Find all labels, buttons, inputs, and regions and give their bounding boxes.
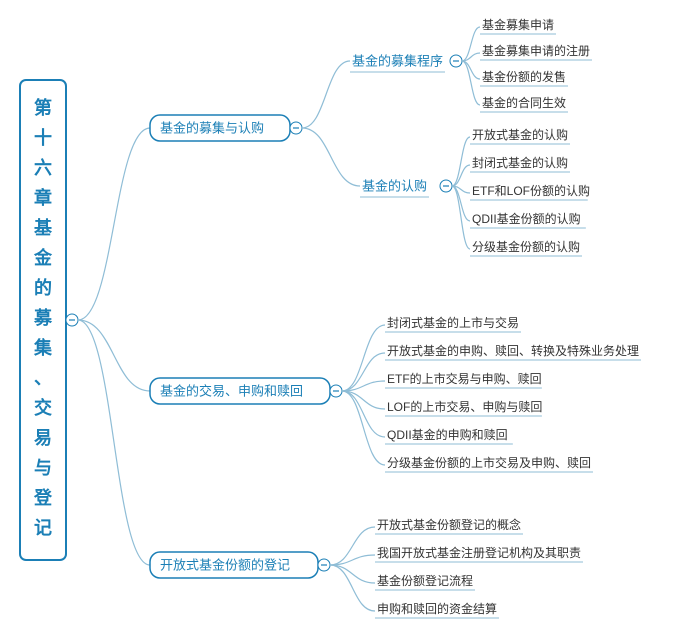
connector — [302, 128, 360, 186]
root-label-char: 六 — [34, 157, 52, 178]
leaf-label[interactable]: 封闭式基金的认购 — [472, 155, 568, 170]
branch-toggle[interactable] — [290, 122, 302, 134]
leaf-label[interactable]: 基金份额登记流程 — [377, 573, 473, 588]
root-label-char: 的 — [34, 277, 52, 298]
connector — [462, 61, 480, 105]
connector — [452, 137, 470, 186]
subbranch-label[interactable]: 基金的认购 — [362, 178, 427, 193]
leaf-label[interactable]: 申购和赎回的资金结算 — [377, 601, 497, 616]
mindmap-canvas: 第十六章基金的募集、交易与登记 基金的募集与认购 基金的募集程序 基金募集申请基金募集… — [0, 0, 691, 637]
branch-toggle[interactable] — [330, 385, 342, 397]
connector — [462, 27, 480, 61]
root-label-char: 、 — [34, 368, 52, 388]
branch-toggle[interactable] — [318, 559, 330, 571]
leaf-label[interactable]: 封闭式基金的上市与交易 — [387, 315, 519, 330]
connector — [330, 527, 375, 565]
leaf-label[interactable]: 基金募集申请的注册 — [482, 43, 590, 58]
root-label-char: 集 — [33, 337, 53, 358]
leaf-label[interactable]: 分级基金份额的认购 — [472, 239, 580, 254]
leaf-label[interactable]: QDII基金的申购和赎回 — [387, 427, 508, 442]
root-label-char: 募 — [33, 308, 53, 328]
connector — [452, 186, 470, 249]
leaf-label[interactable]: 开放式基金的申购、赎回、转换及特殊业务处理 — [387, 343, 639, 358]
leaf-label[interactable]: 开放式基金份额登记的概念 — [377, 517, 521, 532]
leaf-label[interactable]: 基金份额的发售 — [482, 69, 566, 84]
root-label-char: 交 — [34, 397, 52, 418]
root-label-char: 十 — [34, 127, 52, 148]
leaf-label[interactable]: ETF和LOF份额的认购 — [472, 183, 590, 198]
root-label-char: 基 — [33, 217, 53, 238]
branch-label: 基金的募集与认购 — [160, 120, 264, 135]
root-label-char: 登 — [33, 487, 53, 508]
connector — [330, 565, 375, 583]
connector — [302, 61, 350, 128]
subbranch-toggle[interactable] — [440, 180, 452, 192]
root-toggle[interactable] — [66, 314, 78, 326]
root-label-char: 章 — [34, 187, 52, 208]
subbranch-label[interactable]: 基金的募集程序 — [352, 53, 443, 68]
leaf-label[interactable]: ETF的上市交易与申购、赎回 — [387, 371, 542, 386]
connector — [78, 128, 150, 320]
root-label-char: 易 — [34, 428, 52, 448]
connector — [452, 165, 470, 186]
root-label-char: 与 — [34, 458, 52, 478]
leaf-label[interactable]: LOF的上市交易、申购与赎回 — [387, 399, 542, 414]
leaf-label[interactable]: 基金募集申请 — [482, 17, 554, 32]
root-label-char: 金 — [33, 247, 53, 268]
connector — [78, 320, 150, 391]
leaf-label[interactable]: 我国开放式基金注册登记机构及其职责 — [377, 545, 581, 560]
subbranch-toggle[interactable] — [450, 55, 462, 67]
leaf-label[interactable]: 开放式基金的认购 — [472, 127, 568, 142]
branch-label: 开放式基金份额的登记 — [160, 557, 290, 572]
leaf-label[interactable]: 分级基金份额的上市交易及申购、赎回 — [387, 455, 591, 470]
root-label-char: 第 — [34, 97, 52, 118]
leaf-label[interactable]: QDII基金份额的认购 — [472, 211, 581, 226]
leaf-label[interactable]: 基金的合同生效 — [482, 95, 566, 110]
branch-label: 基金的交易、申购和赎回 — [160, 383, 303, 398]
connector — [342, 391, 385, 465]
root-label-char: 记 — [34, 518, 52, 538]
connector — [330, 565, 375, 611]
connector — [462, 61, 480, 79]
